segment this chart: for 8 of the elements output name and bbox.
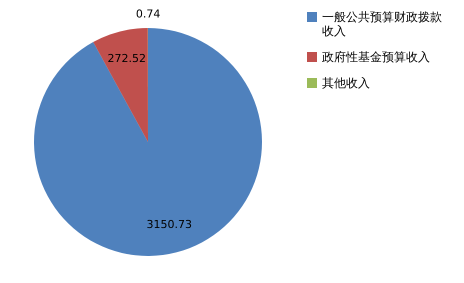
data-label: 0.74	[136, 7, 160, 20]
legend-label: 一般公共预算财政拨款收入	[322, 10, 442, 38]
pie-slice	[34, 28, 262, 256]
data-label: 3150.73	[146, 218, 192, 231]
data-label: 272.52	[107, 52, 146, 66]
legend-label: 其他收入	[322, 76, 370, 90]
pie-slice	[93, 28, 148, 142]
legend-label: 政府性基金预算收入	[322, 50, 430, 64]
